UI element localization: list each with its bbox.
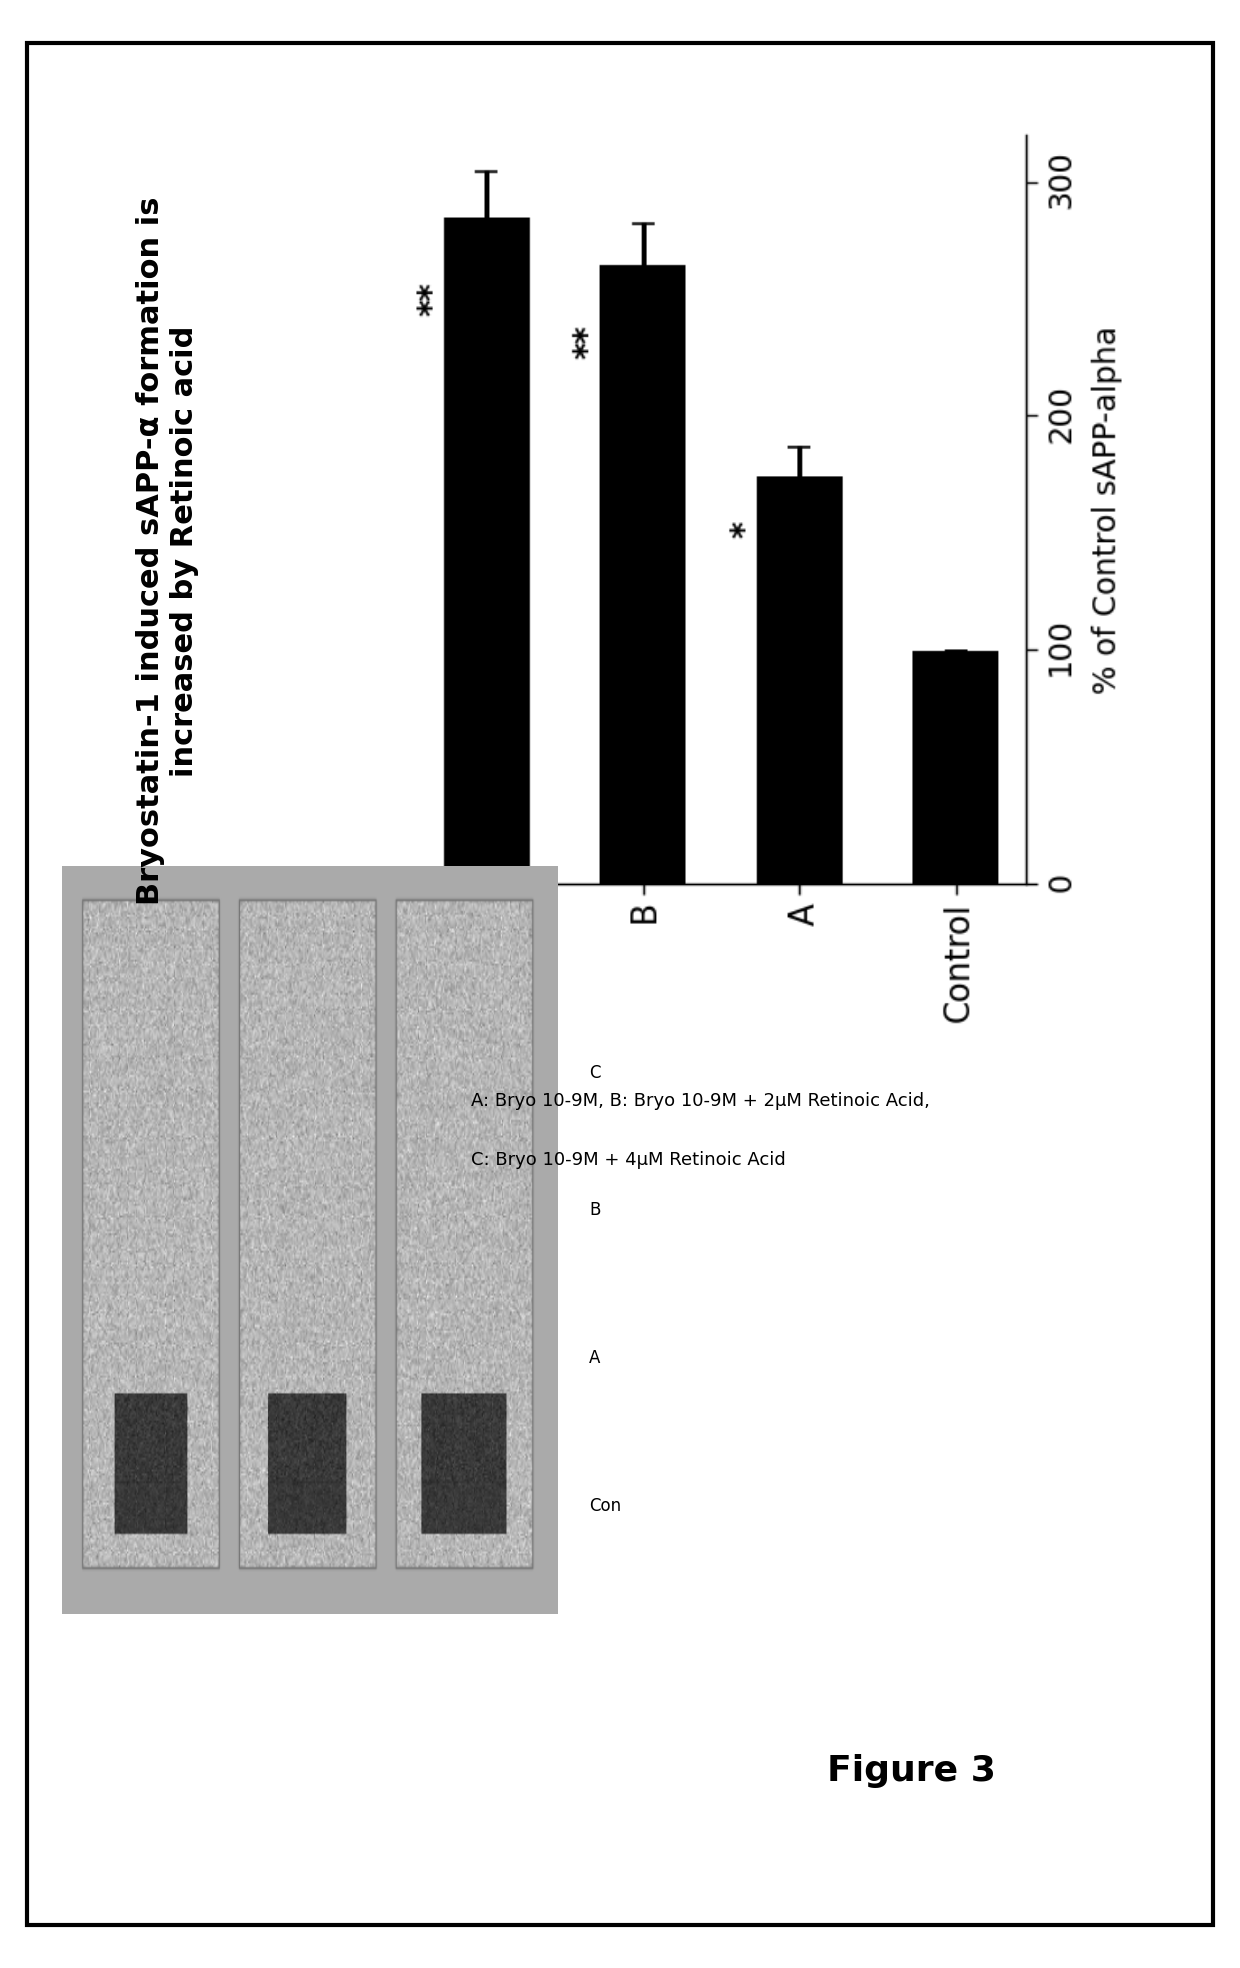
Text: Bryostatin-1 induced sAPP-α formation is
increased by Retinoic acid: Bryostatin-1 induced sAPP-α formation is…	[136, 197, 198, 905]
Text: A: Bryo 10-9M, B: Bryo 10-9M + 2μM Retinoic Acid,: A: Bryo 10-9M, B: Bryo 10-9M + 2μM Retin…	[471, 1092, 930, 1110]
Text: C: C	[589, 1063, 600, 1082]
Text: C: Bryo 10-9M + 4μM Retinoic Acid: C: Bryo 10-9M + 4μM Retinoic Acid	[471, 1151, 786, 1169]
Text: A: A	[589, 1348, 600, 1368]
Text: B: B	[589, 1200, 600, 1220]
Text: Figure 3: Figure 3	[827, 1753, 996, 1789]
Text: Con: Con	[589, 1496, 621, 1515]
